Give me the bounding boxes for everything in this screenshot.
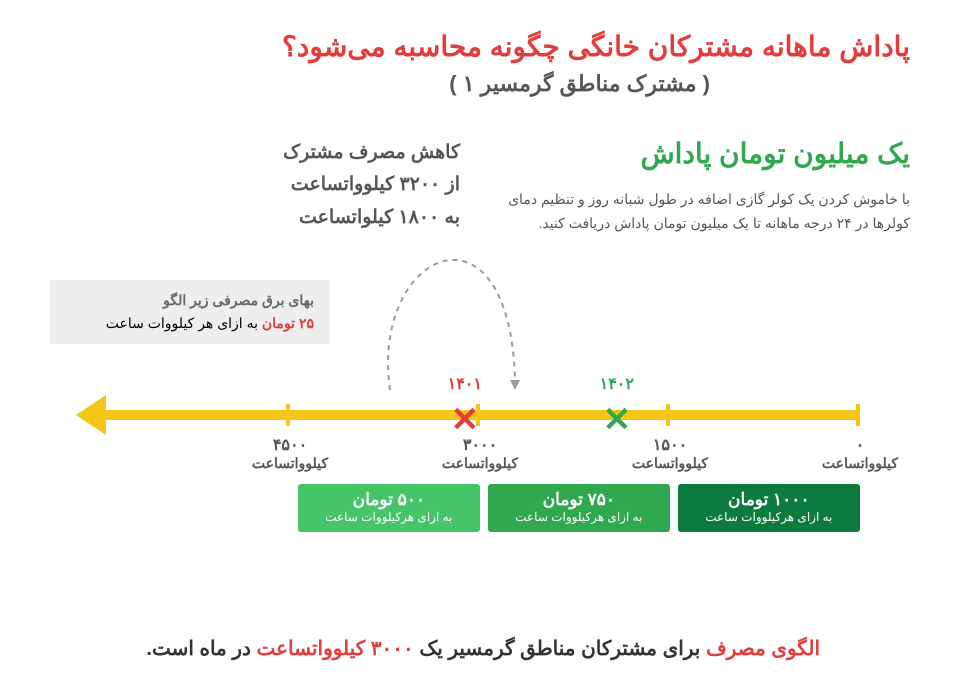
- price-band: ۱۰۰۰ تومانبه ازای هرکیلووات ساعت: [678, 484, 860, 532]
- bottom-summary: الگوی مصرف برای مشترکان مناطق گرمسیر یک …: [146, 636, 820, 661]
- axis-tick-label: ۳۰۰۰کیلوواتساعت: [410, 435, 550, 472]
- bottom-part-4: در ماه است.: [146, 638, 256, 660]
- reward-title: یک میلیون تومان پاداش: [500, 137, 910, 170]
- axis-tick-label: ۰کیلوواتساعت: [790, 435, 930, 472]
- reduction-line-1: کاهش مصرف مشترک: [283, 142, 460, 163]
- axis-arrow-icon: [76, 395, 106, 435]
- price-band: ۷۵۰ تومانبه ازای هرکیلووات ساعت: [488, 484, 670, 532]
- reduction-note: کاهش مصرف مشترک از ۳۲۰۰ کیلوواتساعت به ۱…: [50, 137, 460, 236]
- bottom-part-3: ۳۰۰۰ کیلوواتساعت: [256, 638, 413, 660]
- axis-tick: [666, 404, 670, 426]
- bottom-part-2: برای مشترکان مناطق گرمسیر یک: [414, 638, 706, 660]
- axis-tick-label: ۱۵۰۰کیلوواتساعت: [600, 435, 740, 472]
- page-title: پاداش ماهانه مشترکان خانگی چگونه محاسبه …: [50, 30, 910, 63]
- axis-tick: [856, 404, 860, 426]
- x-mark-icon: ✕: [451, 400, 480, 440]
- info-box-price: ۲۵ تومان: [262, 315, 314, 331]
- info-box-header: بهای برق مصرفی زیر الگو: [66, 292, 314, 309]
- axis-tick: [286, 404, 290, 426]
- year-label: ۱۴۰۲: [600, 374, 634, 394]
- x-mark-icon: ✕: [603, 400, 632, 440]
- reward-description: با خاموش کردن یک کولر گازی اضافه در طول …: [500, 188, 910, 236]
- axis-tick-label: ۴۵۰۰کیلوواتساعت: [220, 435, 360, 472]
- bottom-part-1: الگوی مصرف: [706, 638, 820, 660]
- axis-line: [100, 410, 860, 420]
- year-label: ۱۴۰۱: [448, 374, 482, 394]
- reduction-line-2: از ۳۲۰۰ کیلوواتساعت: [291, 174, 460, 195]
- reduction-line-3: به ۱۸۰۰ کیلواتساعت: [299, 207, 460, 228]
- number-line-axis: ۰کیلوواتساعت۱۵۰۰کیلوواتساعت۳۰۰۰کیلوواتسا…: [100, 380, 860, 580]
- price-band: ۵۰۰ تومانبه ازای هرکیلووات ساعت: [298, 484, 480, 532]
- page-subtitle: ( مشترک مناطق گرمسیر ۱ ): [50, 71, 910, 97]
- price-info-box: بهای برق مصرفی زیر الگو ۲۵ تومان به ازای…: [50, 280, 330, 344]
- info-box-rest: به ازای هر کیلووات ساعت: [106, 315, 262, 331]
